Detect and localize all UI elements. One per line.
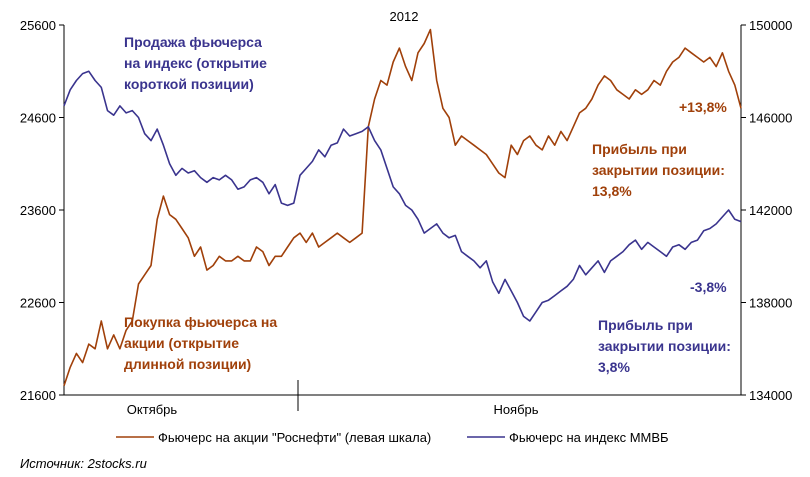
legend-label-rosneft: Фьючерс на акции "Роснефти" (левая шкала… xyxy=(158,430,431,445)
left-tick-label: 22600 xyxy=(20,296,56,311)
annotation-line: +13,8% xyxy=(679,99,727,115)
annotation-line: закрытии позиции: xyxy=(592,162,725,178)
right-tick-label: 138000 xyxy=(749,296,792,311)
annotation-line: Прибыль при xyxy=(592,141,687,157)
x-axis-labels: Октябрь Ноябрь xyxy=(127,402,539,417)
left-tick-label: 24600 xyxy=(20,111,56,126)
chart-title: 2012 xyxy=(390,9,419,24)
series-layer xyxy=(63,28,742,387)
left-tick-label: 21600 xyxy=(20,388,56,403)
right-axis-ticks: 134000 138000 142000 146000 150000 xyxy=(741,18,792,403)
left-tick-label: 23600 xyxy=(20,203,56,218)
annotations: Продажа фьючерса на индекс (открытие корот… xyxy=(124,34,731,375)
annotation-line: короткой позиции) xyxy=(124,76,254,92)
annotation-line: закрытии позиции: xyxy=(598,338,731,354)
annotation-profit-index: Прибыль при закрытии позиции: 3,8% xyxy=(598,317,731,375)
right-tick-label: 142000 xyxy=(749,203,792,218)
annotation-line: -3,8% xyxy=(690,279,727,295)
annotation-profit-stock: Прибыль при закрытии позиции: 13,8% xyxy=(592,141,725,199)
annotation-line: акции (открытие xyxy=(124,335,239,351)
annotation-line: Продажа фьючерса xyxy=(124,34,262,50)
right-tick-label: 150000 xyxy=(749,18,792,33)
annotation-line: длинной позиции) xyxy=(124,356,251,372)
annotation-pct-index: -3,8% xyxy=(690,279,727,295)
annotation-pct-stock: +13,8% xyxy=(679,99,727,115)
annotation-line: на индекс (открытие xyxy=(124,55,267,71)
x-tick-label: Ноябрь xyxy=(493,402,538,417)
series-line-rosneft xyxy=(63,28,742,387)
legend: Фьючерс на акции "Роснефти" (левая шкала… xyxy=(116,430,669,445)
annotation-line: 13,8% xyxy=(592,183,632,199)
annotation-short-index: Продажа фьючерса на индекс (открытие корот… xyxy=(124,34,267,92)
annotation-line: 3,8% xyxy=(598,359,630,375)
annotation-long-stock: Покупка фьючерса на акции (открытие длинно… xyxy=(124,314,277,372)
legend-label-micex: Фьючерс на индекс ММВБ xyxy=(509,430,669,445)
right-tick-label: 146000 xyxy=(749,111,792,126)
series-line-micex xyxy=(63,70,742,322)
annotation-line: Покупка фьючерса на xyxy=(124,314,277,330)
left-tick-label: 25600 xyxy=(20,18,56,33)
source-note: Источник: 2stocks.ru xyxy=(20,456,147,471)
x-tick-label: Октябрь xyxy=(127,402,178,417)
left-axis-ticks: 21600 22600 23600 24600 25600 xyxy=(20,18,64,403)
annotation-line: Прибыль при xyxy=(598,317,693,333)
right-tick-label: 134000 xyxy=(749,388,792,403)
